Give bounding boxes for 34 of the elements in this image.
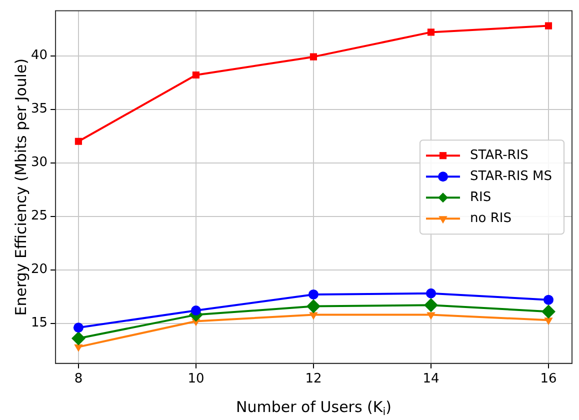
x-tick-label: 12 — [305, 372, 322, 387]
y-tick-label: 25 — [30, 208, 48, 224]
x-tick-label: 8 — [74, 372, 83, 387]
legend-label: no RIS — [470, 210, 512, 226]
legend-label: STAR-RIS — [470, 148, 528, 163]
point — [309, 312, 318, 320]
point — [542, 304, 556, 319]
point — [306, 299, 320, 314]
y-tick-label: 40 — [30, 48, 48, 64]
y-tick-label: 35 — [30, 102, 48, 117]
point — [74, 344, 83, 352]
point — [192, 71, 200, 79]
point — [426, 312, 436, 320]
x-tick-label: 10 — [188, 372, 204, 387]
point — [71, 331, 86, 346]
point — [426, 288, 436, 298]
x-tick-label: 14 — [422, 372, 440, 387]
point — [544, 294, 554, 305]
y-tick-label: 30 — [30, 155, 48, 170]
point — [74, 138, 82, 145]
point — [73, 322, 84, 333]
legend-label: RIS — [470, 190, 492, 205]
legend-label: STAR-RIS MS — [470, 168, 552, 184]
point — [544, 318, 553, 326]
point — [427, 28, 435, 36]
y-tick-label: 15 — [30, 316, 48, 331]
point — [310, 53, 318, 60]
y-tick-label: 20 — [30, 262, 48, 278]
point — [190, 306, 201, 316]
point — [424, 298, 438, 312]
x-tick-label: 16 — [540, 372, 557, 387]
y-axis-title: Energy Efficiency (Mbits per Joule) — [12, 58, 30, 316]
point — [308, 289, 318, 300]
point — [544, 22, 552, 30]
